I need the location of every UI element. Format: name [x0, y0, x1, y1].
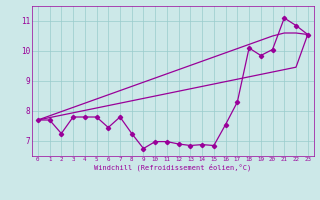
X-axis label: Windchill (Refroidissement éolien,°C): Windchill (Refroidissement éolien,°C): [94, 164, 252, 171]
